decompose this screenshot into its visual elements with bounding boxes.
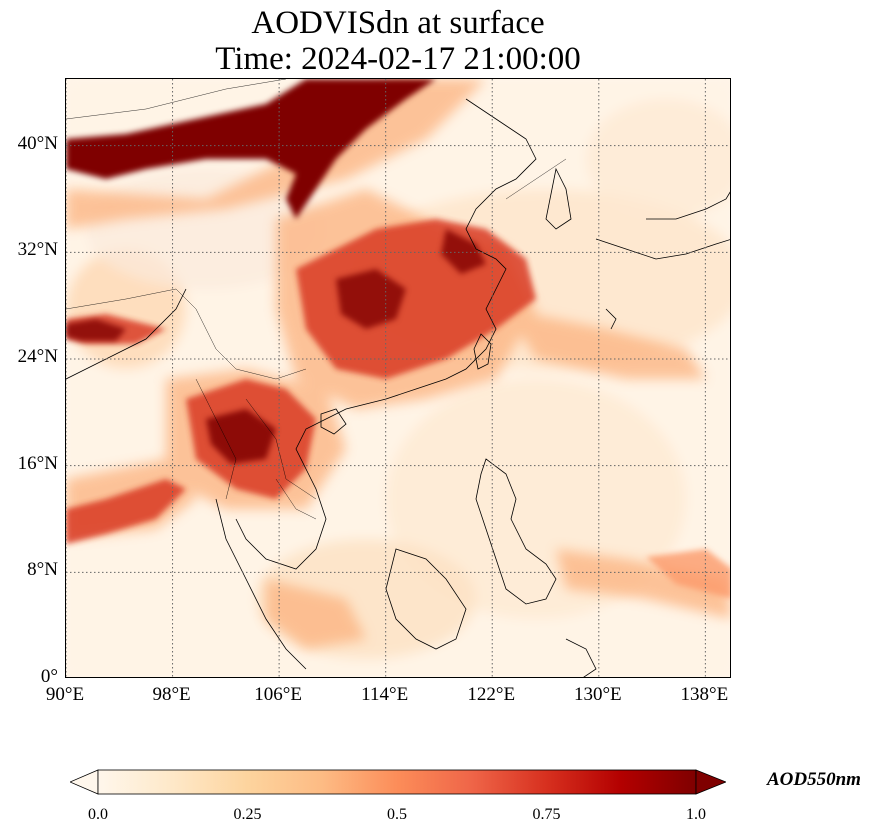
colorbar-label: AOD550nm [767,769,861,790]
graticule [66,79,730,677]
lon-tick-label: 130°E [573,684,622,705]
colorbar-tick-label: 0.5 [387,806,407,823]
colorbar-svg [68,769,728,795]
colorbar-tick-label: 1.0 [686,806,706,823]
colorbar-tick-label: 0.75 [532,806,561,823]
colorbar-tick-label: 0.0 [88,806,108,823]
lon-tick-label: 122°E [467,684,516,705]
colorbar-extend-max [695,769,728,795]
colorbar [68,768,728,796]
aerosol-field-light [66,79,730,677]
lat-tick-label: 16°N [17,452,58,474]
lon-tick-label: 90°E [45,684,85,705]
lon-tick-label: 106°E [254,684,302,705]
lon-tick-label: 98°E [152,684,191,705]
lat-tick-label: 8°N [27,559,58,581]
lon-tick-label: 114°E [361,684,409,705]
lat-tick-label: 0° [40,666,58,687]
colorbar-extend-min [68,769,99,795]
coastlines [66,98,730,677]
lat-tick-label: 40°N [17,132,58,154]
map-panel [65,78,731,678]
country-borders [66,79,567,520]
colorbar-tick-label: 0.25 [233,806,262,823]
aerosol-field-peak [66,79,486,464]
map-time-subtitle: Time: 2024-02-17 21:00:00 [215,41,581,77]
lon-tick-label: 138°E [680,684,729,705]
colorbar-gradient [97,769,697,795]
lat-tick-label: 24°N [17,346,58,367]
lat-tick-label: 32°N [17,239,58,261]
aod-map [66,79,730,677]
map-title: AODVISdn at surface [251,5,545,41]
